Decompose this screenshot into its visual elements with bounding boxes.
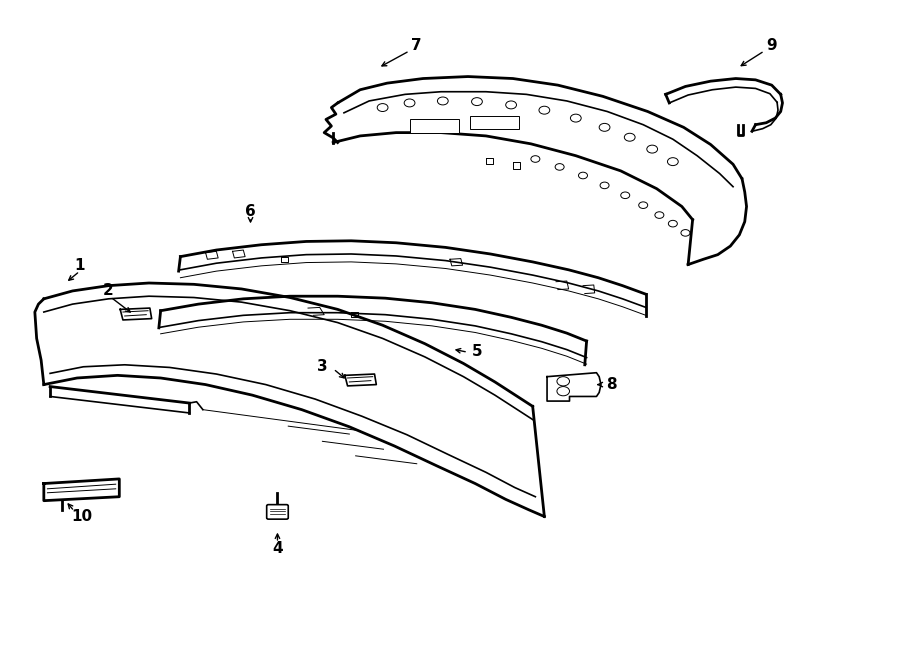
Polygon shape [547,373,601,401]
Polygon shape [345,374,376,386]
Circle shape [579,173,588,178]
Text: 8: 8 [607,377,617,392]
Circle shape [472,98,482,106]
Circle shape [555,164,564,171]
Text: 1: 1 [75,258,85,274]
Circle shape [625,134,635,141]
Text: 2: 2 [104,284,114,298]
Circle shape [599,124,610,132]
Text: 10: 10 [71,509,92,524]
Bar [410,120,459,133]
Circle shape [404,99,415,107]
Circle shape [621,192,630,198]
Text: 6: 6 [245,204,256,219]
Circle shape [600,182,609,188]
Circle shape [655,212,664,218]
FancyBboxPatch shape [266,504,288,519]
Circle shape [377,104,388,112]
Bar [470,116,519,130]
Circle shape [639,202,648,208]
Polygon shape [121,308,152,320]
Circle shape [647,145,658,153]
Circle shape [506,101,517,109]
Circle shape [557,377,570,386]
Text: 7: 7 [410,38,421,53]
Circle shape [669,220,678,227]
Text: 4: 4 [272,541,283,556]
Circle shape [681,229,690,236]
Text: 3: 3 [317,360,328,374]
Text: 5: 5 [472,344,482,359]
Circle shape [539,106,550,114]
Circle shape [531,156,540,163]
Circle shape [437,97,448,105]
Polygon shape [44,479,120,500]
Circle shape [571,114,581,122]
Circle shape [668,158,679,166]
Circle shape [557,387,570,396]
Text: 9: 9 [767,38,777,53]
